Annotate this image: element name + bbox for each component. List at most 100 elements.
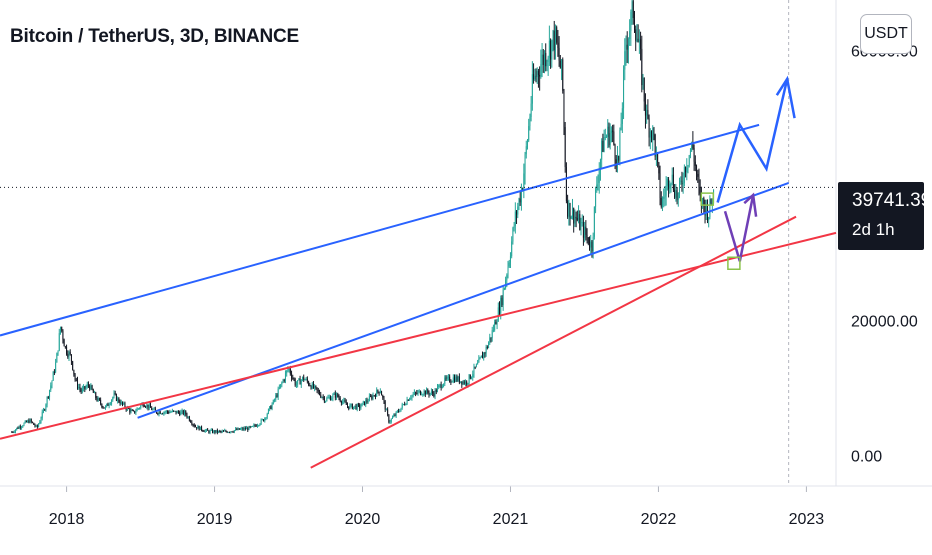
candle-body [647, 109, 649, 119]
candle-body [91, 385, 93, 390]
candle-body [575, 216, 577, 219]
candle-body [204, 430, 206, 432]
candle-body [227, 432, 229, 434]
candle-body [103, 407, 105, 409]
candle-body [250, 426, 252, 428]
candle-body [18, 426, 20, 429]
candle-body [485, 346, 487, 354]
candle-body [270, 406, 272, 410]
candle-body [96, 398, 98, 401]
candle-body [85, 386, 87, 389]
x-tick-label: 2019 [197, 511, 233, 528]
candle-body [378, 391, 380, 394]
candle-body [49, 389, 51, 398]
candle-body [17, 427, 19, 429]
candle-body [78, 386, 80, 388]
candle-body [137, 408, 139, 410]
candle-body [336, 393, 338, 398]
candle-body [162, 413, 164, 415]
candle-body [215, 430, 217, 433]
candle-body [260, 419, 262, 424]
candle-body [401, 404, 403, 408]
candle-body [519, 198, 521, 203]
candle-body [463, 381, 465, 384]
candle-body [539, 74, 541, 77]
candle-body [642, 78, 644, 86]
candle-body [450, 381, 452, 383]
candle-body [299, 378, 301, 385]
candle-body [165, 410, 167, 412]
candle-body [344, 400, 346, 403]
candle-body [292, 377, 294, 379]
candle-body [427, 389, 429, 393]
candle-body [124, 403, 126, 408]
candle-body [62, 330, 64, 340]
candle-body [460, 381, 462, 383]
candle-body [547, 57, 549, 62]
candle-body [33, 422, 35, 425]
candle-body [520, 189, 522, 203]
candle-body [641, 48, 643, 86]
candle-body [145, 406, 147, 408]
candle-body [64, 346, 66, 348]
candle-body [154, 408, 156, 411]
candle-body [402, 404, 404, 406]
candle-body [663, 197, 665, 199]
candle-body [564, 127, 566, 168]
candle-body [501, 297, 503, 305]
candle-body [640, 39, 642, 49]
candle-body [679, 180, 681, 193]
x-tick-label: 2018 [49, 511, 85, 528]
candle-body [287, 369, 289, 371]
candle-body [494, 321, 496, 330]
candle-body [544, 53, 546, 65]
candle-body [23, 423, 25, 426]
candle-body [342, 401, 344, 404]
candle-body [94, 392, 96, 394]
candle-body [601, 140, 603, 160]
chart-title: Bitcoin / TetherUS, 3D, BINANCE [10, 26, 300, 47]
candle-body [244, 427, 246, 430]
candle-body [579, 214, 581, 230]
candle-body [205, 429, 207, 431]
candle-body [147, 404, 149, 409]
candle-body [106, 403, 108, 407]
candle-body [474, 366, 476, 368]
candle-body [624, 51, 626, 70]
candle-body [202, 430, 204, 432]
candle-body [22, 425, 24, 427]
last-price-tag: 39741.39 2d 1h [838, 182, 931, 250]
candle-body [472, 374, 474, 378]
candle-body [13, 431, 15, 433]
candle-body [462, 381, 464, 385]
candle-body [174, 410, 176, 412]
candle-body [12, 432, 14, 434]
candle-body [475, 364, 477, 368]
x-tick-label: 2022 [641, 511, 677, 528]
candle-body [466, 381, 468, 385]
candle-body [438, 385, 440, 388]
candle-body [193, 424, 195, 427]
currency-badge[interactable]: USDT [860, 14, 912, 54]
candle-body [383, 397, 385, 402]
candle-body [366, 400, 368, 402]
candle-body [353, 406, 355, 409]
candle-body [500, 297, 502, 314]
candle-body [297, 380, 299, 385]
candle-body [552, 30, 554, 41]
candle-body [177, 411, 179, 413]
candle-body [63, 339, 65, 347]
candle-body [314, 385, 316, 388]
candle-body [441, 386, 443, 388]
candle-body [114, 393, 116, 395]
candle-body [495, 321, 497, 325]
candle-body [288, 368, 290, 370]
candle-body [468, 374, 470, 383]
candle-body [218, 430, 220, 433]
candle-body [293, 378, 295, 380]
candle-body [325, 401, 327, 403]
candle-body [179, 412, 181, 416]
candle-body [283, 379, 285, 381]
